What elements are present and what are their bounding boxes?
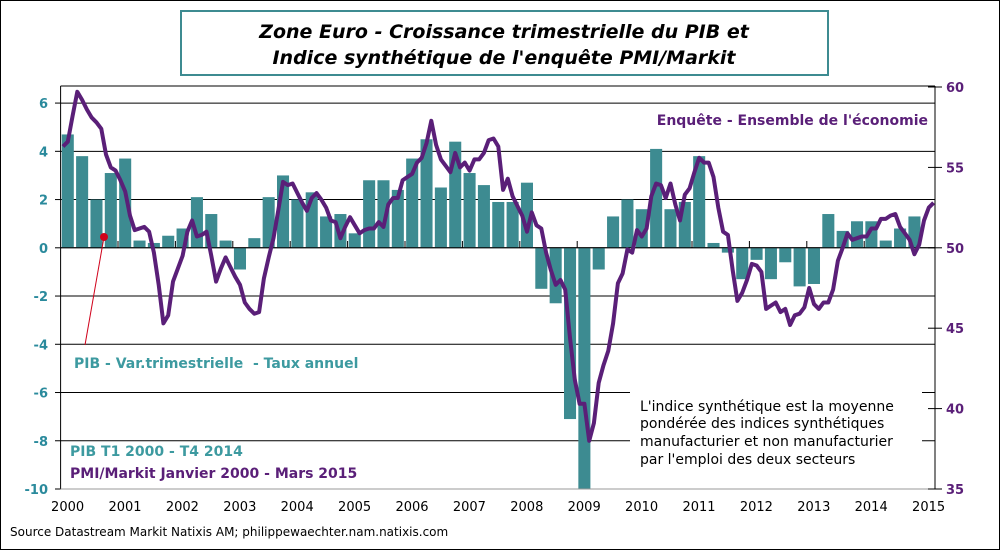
gdp-bar: [520, 182, 534, 248]
gdp-marker-dot: [100, 233, 108, 241]
gdp-bar: [650, 148, 663, 248]
x-tick-label: 2000: [51, 500, 84, 515]
gdp-bar: [693, 156, 706, 248]
gdp-bar: [779, 247, 792, 263]
pmi-line: [61, 89, 936, 443]
gdp-bar: [363, 180, 376, 248]
gdp-bar: [90, 199, 103, 248]
note-line-3: manufacturier et non manufacturier: [640, 434, 893, 450]
x-tick-label: 2010: [625, 500, 658, 515]
x-tick-label: 2002: [166, 500, 199, 515]
x-tick-label: 2001: [108, 500, 141, 515]
right-tick-label: 60: [946, 81, 964, 96]
x-tick-label: 2007: [453, 500, 486, 515]
left-tick-label: -6: [34, 387, 48, 402]
right-tick-label: 55: [946, 161, 964, 176]
x-tick-label: 2005: [338, 500, 371, 515]
gdp-bar: [377, 180, 390, 248]
gdp-bar: [578, 247, 591, 489]
gdp-bar: [463, 173, 476, 248]
gdp-bar: [879, 240, 892, 248]
gdp-bar: [535, 247, 548, 289]
gdp-series-label: PIB - Var.trimestrielle - Taux annuel: [74, 356, 358, 372]
gdp-bar: [133, 240, 146, 248]
gdp-bar: [434, 187, 447, 248]
gdp-bar: [391, 189, 404, 248]
left-tick-label: -8: [34, 435, 48, 450]
gdp-period-label: PIB T1 2000 - T4 2014: [70, 444, 243, 460]
note-line-1: L'indice synthétique est la moyenne: [640, 399, 894, 415]
gdp-bar: [850, 221, 864, 248]
left-tick-label: 0: [39, 242, 48, 257]
gdp-bar: [420, 139, 433, 248]
gdp-bar: [793, 247, 806, 287]
right-tick-label: 50: [946, 242, 964, 257]
gdp-bar: [807, 247, 821, 284]
x-tick-label: 2012: [740, 500, 773, 515]
gdp-bar: [262, 197, 275, 248]
note-line-2: pondérée des indices synthétiques: [640, 416, 884, 432]
pmi-series-label: Enquête - Ensemble de l'économie: [657, 113, 928, 129]
gdp-bar: [549, 247, 562, 304]
right-tick-label: 45: [946, 322, 964, 337]
pmi-period-label: PMI/Markit Janvier 2000 - Mars 2015: [70, 466, 357, 482]
right-tick-label: 35: [946, 483, 964, 498]
gdp-bar: [721, 247, 734, 253]
x-tick-label: 2015: [912, 500, 945, 515]
gdp-bar: [291, 199, 304, 248]
gdp-bar: [406, 158, 419, 248]
gdp-bar: [76, 156, 89, 248]
gdp-bar: [104, 173, 117, 248]
left-tick-label: -2: [34, 290, 48, 305]
x-tick-label: 2008: [510, 500, 543, 515]
left-tick-label: -4: [34, 338, 48, 353]
chart-title-line2: Indice synthétique de l'enquête PMI/Mark…: [272, 47, 736, 69]
gdp-bar: [707, 242, 720, 248]
left-tick-label: -10: [25, 483, 49, 498]
x-tick-label: 2006: [395, 500, 428, 515]
gdp-bar: [750, 247, 763, 260]
axes: 6 4 2 0 -2 -4 -6 -8 -10 60 55 50 45 40 35 2000 2001 2002 2…: [25, 81, 965, 515]
gdp-bar: [477, 185, 490, 248]
gdp-bar: [822, 214, 835, 248]
title-box: [180, 10, 829, 76]
gdp-bar: [736, 247, 749, 280]
x-tick-label: 2009: [568, 500, 601, 515]
gdp-bar: [592, 247, 605, 270]
gdp-bar: [233, 247, 247, 270]
x-tick-label: 2003: [223, 500, 256, 515]
x-tick-label: 2014: [855, 500, 888, 515]
left-tick-label: 4: [39, 145, 48, 160]
gdp-bar: [219, 240, 232, 248]
gdp-bar: [348, 233, 361, 248]
gdp-bar: [621, 199, 634, 248]
note-box: [630, 384, 922, 480]
gdp-bar: [492, 201, 505, 248]
gdp-bar: [506, 201, 519, 248]
x-tick-label: 2011: [682, 500, 715, 515]
note-line-4: par l'emploi des deux secteurs: [640, 452, 855, 468]
gdp-bar: [607, 216, 620, 248]
gdp-bar: [61, 134, 74, 248]
x-tick-label: 2013: [797, 500, 830, 515]
left-tick-label: 6: [39, 97, 48, 112]
leader-line: [84, 236, 105, 346]
source-text: Source Datastream Markit Natixis AM; phi…: [10, 525, 448, 539]
right-tick-label: 40: [946, 403, 964, 418]
gdp-bar: [162, 235, 175, 248]
left-tick-label: 2: [39, 194, 48, 209]
chart-title-line1: Zone Euro - Croissance trimestrielle du …: [258, 21, 750, 43]
gdp-bar: [320, 216, 333, 248]
gdp-bar: [664, 209, 677, 248]
gdp-bar: [635, 209, 648, 248]
gdp-bar: [248, 238, 261, 248]
x-tick-label: 2004: [281, 500, 314, 515]
gdp-bar: [764, 247, 777, 280]
